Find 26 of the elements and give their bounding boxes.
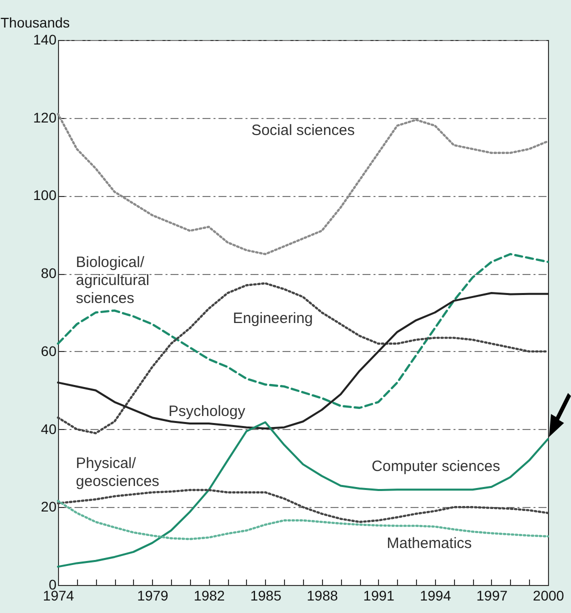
x-tick-label: 1988	[306, 588, 338, 604]
series-label: Physical/geosciences	[76, 455, 160, 490]
x-tick-label: 2000	[532, 588, 564, 604]
series-label: Social sciences	[251, 122, 355, 139]
line-series	[56, 488, 550, 524]
y-tick-label: 100	[33, 187, 57, 204]
y-tick-label: 120	[33, 109, 57, 126]
x-tick-label: 1991	[363, 588, 395, 604]
x-tick-label: 1982	[194, 588, 226, 604]
series-label: Mathematics	[386, 534, 472, 552]
series-label: Computer sciences	[372, 458, 500, 475]
series-label: Psychology	[168, 402, 246, 420]
line-series	[56, 112, 550, 256]
series-label: Biological/agricultural sciences	[76, 254, 150, 307]
y-tick-label: 60	[40, 342, 57, 359]
x-tick-label: 1994	[420, 588, 452, 604]
y-axis-title: Thousands	[0, 14, 70, 30]
x-tick-label: 1997	[476, 588, 508, 604]
line-series	[57, 421, 549, 568]
y-tick-label: 40	[40, 420, 57, 437]
series-label: Engineering	[232, 310, 313, 327]
y-tick-label: 80	[40, 265, 57, 282]
y-tick-label: 20	[40, 498, 57, 515]
x-tick-label: 1985	[250, 588, 282, 604]
x-tick-label: 1979	[137, 588, 169, 604]
y-tick-label: 140	[33, 32, 57, 48]
